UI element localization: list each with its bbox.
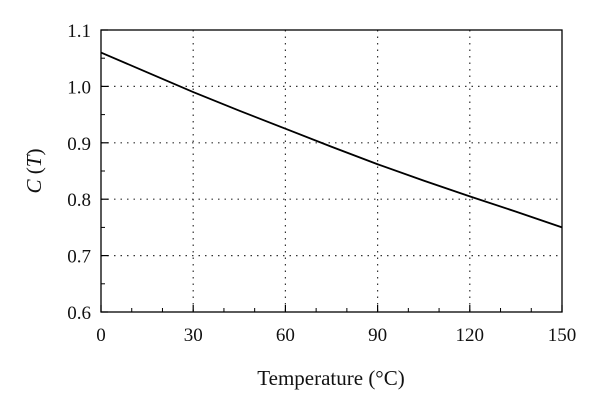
y-tick-label: 1.0 (67, 77, 91, 98)
major-ticks (100, 29, 563, 313)
y-tick-label: 0.8 (67, 190, 91, 211)
y-axis-title-close: ) (22, 149, 46, 156)
x-tick-labels: 0 30 60 90 120 150 (96, 325, 576, 346)
y-tick-label: 1.1 (67, 21, 91, 42)
grid (101, 30, 562, 312)
y-tick-label: 0.7 (67, 247, 91, 268)
x-tick-label: 90 (368, 325, 387, 346)
x-tick-label: 60 (276, 325, 295, 346)
y-axis-title-c: C (22, 178, 46, 193)
plot-frame (100, 29, 563, 313)
y-tick-label: 0.9 (67, 134, 91, 155)
series-line (100, 51, 563, 229)
minor-ticks (101, 57, 532, 312)
x-tick-label: 120 (456, 325, 485, 346)
y-tick-labels: 0.6 0.7 0.8 0.9 1.0 1.1 (67, 21, 91, 324)
x-tick-label: 0 (96, 325, 106, 346)
y-axis-title: C (T) (22, 149, 46, 194)
x-axis-title: Temperature (°C) (257, 366, 404, 390)
y-tick-label: 0.6 (67, 303, 91, 324)
y-axis-title-t: T (22, 154, 46, 167)
y-axis-title-open: ( (22, 167, 46, 179)
x-tick-label: 30 (184, 325, 203, 346)
x-tick-label: 150 (548, 325, 577, 346)
